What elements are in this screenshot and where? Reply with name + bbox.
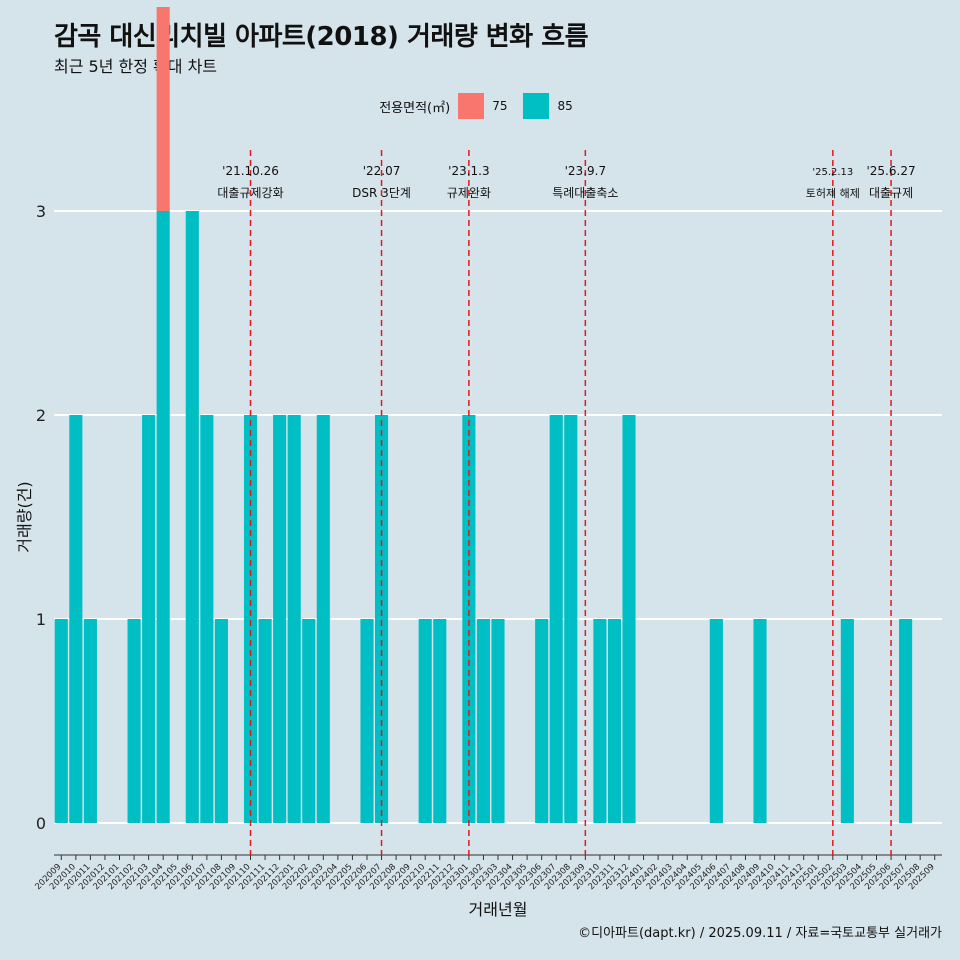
event-date-label: '23.1.3 xyxy=(448,164,489,178)
bar-85 xyxy=(753,619,767,823)
y-tick-label: 3 xyxy=(36,202,46,221)
bar-85 xyxy=(302,619,316,823)
y-tick-label: 1 xyxy=(36,610,46,629)
event-label: 특례대출축소 xyxy=(552,186,618,200)
legend: 전용면적(㎡) 75 85 xyxy=(0,93,960,119)
y-axis-title: 거래량(건) xyxy=(15,481,34,552)
bar-85 xyxy=(593,619,607,823)
event-label: 대출규제강화 xyxy=(217,186,283,200)
bar-85 xyxy=(374,415,389,823)
bar-85 xyxy=(316,415,330,823)
bar-85 xyxy=(462,415,476,823)
legend-swatch-75 xyxy=(458,93,485,119)
x-axis-title: 거래년월 xyxy=(469,900,528,919)
event-label: DSR 3단계 xyxy=(352,186,411,200)
y-tick-label: 2 xyxy=(36,406,46,425)
bar-85 xyxy=(360,619,374,823)
event-date-label: '22.07 xyxy=(363,164,401,178)
bar-85 xyxy=(433,619,447,823)
bar-85 xyxy=(127,619,141,823)
bar-85 xyxy=(549,415,563,823)
bar-85 xyxy=(535,619,549,823)
bar-85 xyxy=(709,619,723,823)
bar-75 xyxy=(156,7,170,211)
bar-85 xyxy=(273,415,287,823)
bar-85 xyxy=(899,619,913,823)
bar-85 xyxy=(185,211,199,823)
source-caption: ©디아파트(dapt.kr) / 2025.09.11 / 자료=국토교통부 실… xyxy=(578,926,942,941)
bar-85 xyxy=(54,619,68,823)
legend-label-75: 75 xyxy=(492,99,508,113)
bar-85 xyxy=(258,619,272,823)
event-label: 토허제 해제 xyxy=(806,186,860,200)
legend-label-85: 85 xyxy=(557,99,573,113)
event-date-label: '25.2.13 xyxy=(812,167,853,178)
chart-title: 감곡 대신리치빌 아파트(2018) 거래량 변화 흐름 xyxy=(54,22,589,52)
chart-subtitle: 최근 5년 한정 확대 차트 xyxy=(54,57,218,76)
y-tick-label: 0 xyxy=(36,814,46,833)
event-label: 규제완화 xyxy=(447,186,491,200)
bar-85 xyxy=(564,415,578,823)
bar-85 xyxy=(83,619,97,823)
bar-85 xyxy=(622,415,636,823)
bar-85 xyxy=(840,619,854,823)
bar-85 xyxy=(69,415,83,823)
bar-85 xyxy=(142,415,156,823)
bar-85 xyxy=(287,415,301,823)
bar-85 xyxy=(243,415,258,823)
bar-85 xyxy=(200,415,214,823)
event-label: 대출규제 xyxy=(869,186,913,200)
bar-85 xyxy=(156,211,170,823)
event-date-label: '25.6.27 xyxy=(866,164,915,178)
bar-85 xyxy=(476,619,490,823)
legend-swatch-85 xyxy=(523,93,550,119)
bar-85 xyxy=(491,619,505,823)
event-date-label: '21.10.26 xyxy=(222,164,279,178)
legend-title: 전용면적(㎡) xyxy=(379,100,451,116)
bar-85 xyxy=(607,619,622,823)
bar-85 xyxy=(214,619,228,823)
event-date-label: '23.9.7 xyxy=(565,164,606,178)
bar-85 xyxy=(418,619,432,823)
